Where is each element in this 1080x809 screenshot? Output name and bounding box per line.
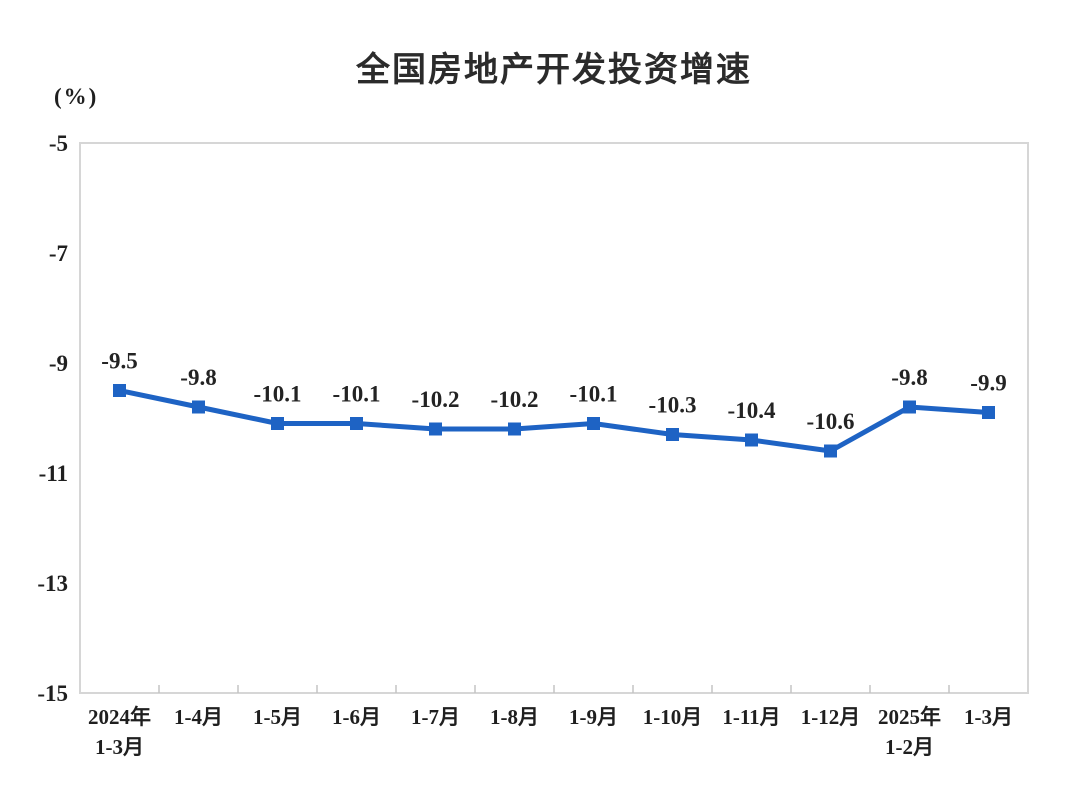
x-axis-label: 1-10月	[643, 705, 703, 729]
y-axis-tick-label: -13	[37, 571, 68, 596]
y-axis-unit-label: (%)	[54, 84, 99, 109]
y-axis-tick-label: -5	[49, 131, 68, 156]
data-point-marker	[982, 406, 995, 419]
x-axis-label: 1-8月	[490, 705, 539, 729]
x-axis-label: 1-3月	[964, 705, 1013, 729]
data-point-label: -9.8	[891, 365, 927, 390]
data-point-marker	[903, 400, 916, 414]
data-point-label: -10.6	[807, 409, 855, 434]
chart-title: 全国房地产开发投资增速	[356, 51, 752, 89]
x-axis-label: 1-4月	[174, 705, 223, 729]
x-axis-label: 1-12月	[801, 705, 861, 729]
data-point-label: -9.9	[970, 371, 1006, 396]
data-point-marker	[824, 444, 837, 458]
data-point-label: -10.1	[570, 382, 618, 407]
data-point-label: -10.2	[412, 387, 460, 412]
x-axis-label: 1-11月	[722, 705, 780, 729]
x-axis-label: 1-9月	[569, 705, 618, 729]
data-point-marker	[271, 417, 284, 430]
x-axis-label: 1-5月	[253, 705, 302, 729]
y-axis-tick-label: -15	[37, 681, 68, 706]
data-point-marker	[350, 417, 363, 430]
x-axis-label: 1-7月	[411, 705, 460, 729]
x-axis-label: 1-6月	[332, 705, 381, 729]
data-point-label: -10.3	[649, 393, 697, 418]
data-point-marker	[113, 384, 126, 397]
y-axis-tick-label: -11	[39, 461, 68, 486]
x-axis-label: 2025年 1-2月	[878, 705, 941, 759]
data-point-label: -10.2	[491, 387, 539, 412]
data-line	[117, 388, 991, 454]
data-point-marker	[429, 422, 442, 436]
data-point-label: -10.4	[728, 398, 776, 423]
y-axis-tick-label: -7	[49, 241, 68, 266]
x-axis-label: 2024年 1-3月	[88, 705, 151, 759]
data-point-marker	[587, 417, 600, 430]
data-point-label: -10.1	[333, 382, 381, 407]
data-point-marker	[745, 433, 758, 447]
y-axis-tick-label: -9	[49, 351, 68, 376]
data-point-label: -10.1	[254, 382, 302, 407]
data-point-marker	[666, 428, 679, 441]
data-point-marker	[192, 400, 205, 414]
data-point-marker	[508, 422, 521, 436]
data-point-label: -9.5	[101, 349, 137, 374]
data-point-label: -9.8	[180, 365, 216, 390]
